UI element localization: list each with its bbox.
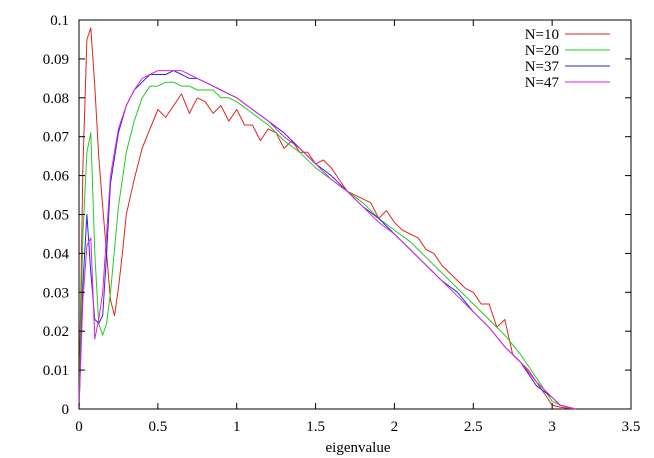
y-tick-label: 0.09 — [43, 52, 69, 68]
y-tick-label: 0.1 — [50, 13, 69, 29]
x-tick-label: 3.5 — [622, 419, 641, 435]
x-tick-label: 3 — [548, 419, 556, 435]
y-tick-label: 0.08 — [43, 91, 69, 107]
x-tick-label: 2 — [391, 419, 399, 435]
legend-label: N=10 — [525, 27, 559, 43]
ticks-layer: 0 0.5 1 1.5 2 2.5 3 3.5 0 0.01 0.02 0.03 0.04 0.05 0.0… — [43, 13, 641, 435]
x-tick-label: 2.5 — [464, 419, 483, 435]
x-tick-label: 0.5 — [148, 419, 167, 435]
y-tick-label: 0.04 — [43, 246, 70, 262]
legend-label: N=47 — [525, 75, 560, 91]
x-axis-title: eigenvalue — [326, 440, 391, 456]
legend-label: N=37 — [525, 59, 560, 75]
legend: N=10N=20N=37N=47 — [525, 27, 610, 91]
y-tick-label: 0.05 — [43, 208, 69, 224]
x-tick-label: 1.5 — [306, 419, 325, 435]
series-layer — [78, 27, 576, 410]
x-tick-label: 0 — [75, 419, 83, 435]
legend-label: N=20 — [525, 43, 559, 59]
y-tick-label: 0 — [62, 402, 70, 418]
y-tick-label: 0.01 — [43, 363, 69, 379]
series-line-n-10 — [78, 27, 576, 410]
series-line-n-20 — [78, 81, 576, 410]
series-line-n-47 — [78, 70, 576, 410]
y-tick-label: 0.07 — [43, 130, 70, 146]
y-tick-label: 0.06 — [43, 169, 70, 185]
x-tick-label: 1 — [233, 419, 241, 435]
y-tick-label: 0.03 — [43, 285, 69, 301]
y-tick-label: 0.02 — [43, 324, 69, 340]
